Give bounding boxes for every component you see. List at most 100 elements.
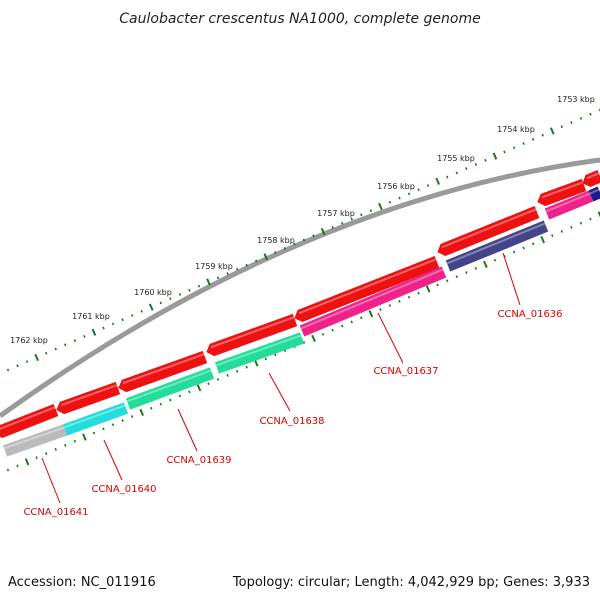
inner-tick bbox=[321, 332, 325, 336]
reverse-gene-bar-highlight bbox=[63, 404, 126, 429]
kbp-tick bbox=[426, 184, 430, 187]
gene-label[interactable]: CCNA_01639 bbox=[166, 455, 231, 466]
kbp-tick bbox=[512, 146, 516, 150]
gene-label-leader bbox=[177, 408, 198, 452]
kbp-tick bbox=[73, 339, 77, 343]
kbp-tick bbox=[589, 112, 592, 116]
kbp-tick bbox=[455, 171, 458, 175]
reverse-gene-bar-highlight bbox=[589, 188, 600, 195]
kbp-label: 1757 kbp bbox=[317, 209, 355, 218]
kbp-tick bbox=[121, 318, 124, 322]
inner-tick bbox=[235, 369, 239, 373]
inner-tick bbox=[121, 419, 124, 423]
forward-gene-bar[interactable] bbox=[118, 350, 208, 393]
kbp-tick bbox=[130, 314, 134, 317]
gene-label[interactable]: CCNA_01640 bbox=[91, 484, 156, 495]
gene-label[interactable]: CCNA_01638 bbox=[259, 416, 324, 427]
inner-tick bbox=[130, 415, 134, 418]
kbp-tick bbox=[378, 202, 383, 211]
forward-gene-bar[interactable] bbox=[582, 170, 600, 187]
kbp-tick bbox=[360, 213, 363, 217]
inner-tick bbox=[331, 328, 334, 332]
inner-tick bbox=[493, 258, 497, 262]
forward-gene-bar[interactable] bbox=[537, 178, 587, 207]
kbp-tick bbox=[492, 152, 498, 160]
kbp-tick bbox=[570, 121, 573, 125]
inner-tick bbox=[398, 299, 401, 303]
reverse-gene-bar-highlight bbox=[215, 334, 302, 367]
forward-gene-bar[interactable] bbox=[294, 255, 440, 323]
gene-label[interactable]: CCNA_01641 bbox=[23, 507, 88, 518]
inner-tick bbox=[16, 464, 19, 468]
kbp-label-group: 1753 kbp 1754 kbp 1755 kbp 1756 kbp 1757 kbp… bbox=[10, 95, 595, 345]
kbp-tick bbox=[216, 276, 220, 280]
kbp-tick bbox=[6, 368, 10, 372]
reverse-strand-genes[interactable] bbox=[3, 186, 600, 457]
gene-label[interactable]: CCNA_01637 bbox=[373, 366, 438, 377]
kbp-tick bbox=[407, 192, 411, 196]
kbp-tick bbox=[446, 175, 449, 179]
kbp-label: 1760 kbp bbox=[134, 288, 172, 297]
kbp-tick bbox=[274, 251, 277, 255]
reverse-gene-bar[interactable] bbox=[445, 220, 549, 272]
reverse-gene-bar-highlight bbox=[545, 192, 591, 213]
kbp-tick bbox=[417, 188, 420, 192]
inner-tick bbox=[54, 448, 57, 451]
forward-gene-bar[interactable] bbox=[56, 381, 121, 415]
kbp-label: 1755 kbp bbox=[437, 154, 475, 163]
kbp-tick bbox=[340, 221, 344, 225]
inner-tick bbox=[540, 236, 546, 244]
kbp-tick bbox=[188, 288, 191, 292]
inner-tick bbox=[207, 382, 210, 386]
inner-tick bbox=[92, 431, 96, 435]
genome-title: Caulobacter crescentus NA1000, complete … bbox=[119, 11, 480, 27]
kbp-tick bbox=[331, 225, 334, 229]
forward-gene-bar[interactable] bbox=[206, 313, 298, 357]
forward-gene-bar[interactable] bbox=[0, 403, 59, 439]
kbp-tick bbox=[541, 133, 544, 137]
kbp-label: 1762 kbp bbox=[10, 336, 48, 345]
inner-tick bbox=[35, 456, 38, 460]
kbp-tick bbox=[312, 234, 315, 238]
kbp-tick bbox=[64, 343, 67, 347]
reverse-gene-bar[interactable] bbox=[215, 332, 304, 374]
reverse-gene-bar[interactable] bbox=[588, 186, 600, 202]
kbp-tick bbox=[522, 142, 525, 145]
kbp-label: 1759 kbp bbox=[195, 262, 233, 271]
forward-gene-bar-highlight bbox=[210, 316, 295, 349]
kbp-tick bbox=[465, 167, 468, 171]
inner-tick bbox=[264, 357, 268, 361]
reverse-gene-bar-highlight bbox=[300, 268, 444, 330]
kbp-tick bbox=[102, 326, 105, 330]
reverse-gene-bar[interactable] bbox=[544, 190, 594, 220]
inner-tick bbox=[368, 310, 374, 318]
gene-label-leader bbox=[377, 312, 404, 364]
inner-tick bbox=[226, 373, 229, 377]
inner-tick bbox=[483, 260, 488, 268]
kbp-tick bbox=[474, 163, 478, 166]
reverse-gene-bar[interactable] bbox=[299, 266, 447, 337]
kbp-tick bbox=[549, 127, 555, 135]
kbp-tick bbox=[140, 309, 143, 313]
gene-label[interactable]: CCNA_01636 bbox=[497, 309, 562, 320]
kbp-tick-track bbox=[6, 108, 600, 372]
inner-tick bbox=[597, 211, 600, 218]
gene-label-leader bbox=[502, 252, 521, 306]
forward-strand-genes[interactable] bbox=[0, 170, 600, 439]
forward-gene-bar-highlight bbox=[586, 172, 600, 180]
kbp-tick bbox=[283, 246, 287, 250]
kbp-tick bbox=[350, 217, 353, 221]
kbp-tick bbox=[83, 335, 86, 338]
inner-tick bbox=[379, 308, 382, 312]
reverse-gene-bar[interactable] bbox=[125, 367, 215, 410]
inner-tick bbox=[436, 283, 439, 287]
reverse-gene-bar[interactable] bbox=[3, 424, 67, 457]
inner-tick bbox=[188, 390, 191, 394]
kbp-tick bbox=[91, 328, 97, 336]
reverse-gene-bar[interactable] bbox=[62, 402, 129, 436]
forward-gene-bar[interactable] bbox=[437, 205, 540, 257]
inner-tick bbox=[425, 285, 431, 293]
forward-gene-bar-highlight bbox=[0, 406, 56, 430]
inner-tick bbox=[589, 217, 592, 221]
